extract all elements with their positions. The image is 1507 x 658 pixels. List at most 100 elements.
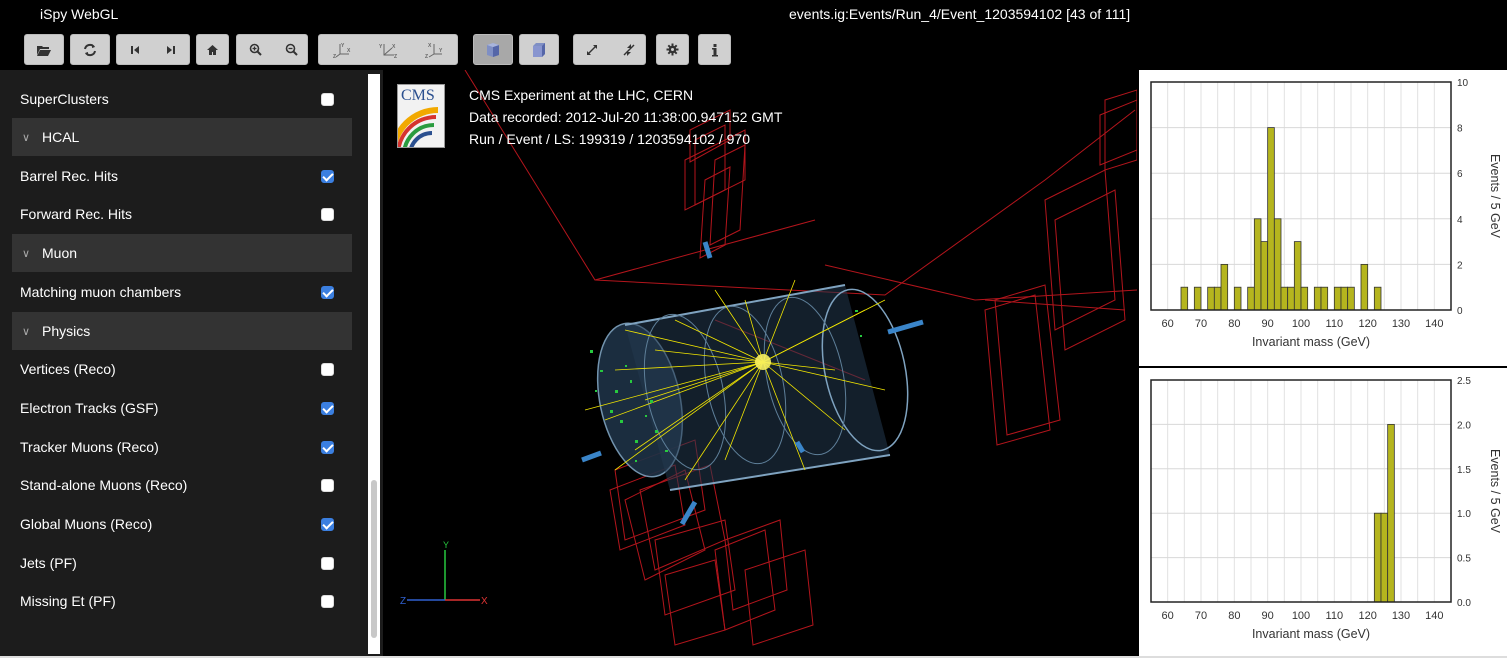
x-tick-label: 100	[1292, 318, 1310, 330]
layer-checkbox[interactable]	[321, 170, 334, 183]
layer-label: Vertices (Reco)	[20, 361, 116, 377]
axis-z-label: Z	[400, 596, 406, 607]
layer-item-electron-tracks-gsf[interactable]: Electron Tracks (GSF)	[12, 389, 352, 427]
layer-label: Forward Rec. Hits	[20, 206, 133, 222]
detector-scene: Y X Z	[400, 70, 1137, 646]
y-tick-label: 0.5	[1457, 554, 1471, 565]
layer-checkbox[interactable]	[321, 557, 334, 570]
layer-label: SuperClusters	[20, 91, 109, 107]
layer-checkbox[interactable]	[321, 518, 334, 531]
view-yz-button[interactable]: X Y Z	[411, 35, 457, 64]
y-tick-label: 2	[1457, 260, 1463, 271]
status-strip	[0, 656, 1507, 658]
cube-orthographic-icon	[533, 42, 545, 57]
histogram-bar	[1253, 218, 1262, 311]
tracks	[584, 279, 886, 481]
chevron-down-icon: ∨	[22, 247, 31, 260]
layer-checkbox[interactable]	[321, 441, 334, 454]
layer-item-vertices-reco[interactable]: Vertices (Reco)	[12, 350, 352, 388]
x-tick-label: 120	[1358, 318, 1376, 330]
y-tick-label: 6	[1457, 169, 1463, 180]
svg-text:X: X	[392, 44, 396, 50]
event-navigation	[116, 34, 190, 65]
x-tick-label: 80	[1228, 318, 1240, 330]
group-header-muon[interactable]: ∨ Muon	[12, 234, 352, 272]
folder-open-icon	[37, 45, 51, 56]
vertex-burst	[755, 354, 771, 370]
axis-y-label: Y	[443, 540, 449, 550]
layer-checkbox[interactable]	[321, 402, 334, 415]
layer-checkbox[interactable]	[321, 93, 334, 106]
layer-checkbox[interactable]	[321, 595, 334, 608]
histogram-bar	[1220, 263, 1229, 311]
zoom-controls	[236, 34, 308, 65]
layer-checkbox[interactable]	[321, 286, 334, 299]
layer-checkbox[interactable]	[321, 208, 334, 221]
zoom-in-button[interactable]	[237, 35, 273, 64]
reload-button[interactable]	[70, 34, 110, 65]
layer-item-missing-et-pf[interactable]: Missing Et (PF)	[12, 582, 352, 620]
histogram-bar	[1373, 286, 1382, 311]
zoom-out-button[interactable]	[273, 35, 309, 64]
cms-logo-text: CMS	[401, 87, 435, 104]
axes-xz-icon: YX Z	[333, 43, 351, 59]
layer-item-tracker-muons-reco[interactable]: Tracker Muons (Reco)	[12, 428, 352, 466]
x-tick-label: 120	[1358, 610, 1376, 622]
plot-frame	[1150, 379, 1452, 603]
layer-item-jets-pf[interactable]: Jets (PF)	[12, 544, 352, 582]
orthographic-button[interactable]	[519, 34, 559, 65]
layer-checkbox[interactable]	[321, 479, 334, 492]
x-tick-label: 70	[1195, 318, 1207, 330]
previous-event-button[interactable]	[117, 35, 153, 64]
x-tick-label: 130	[1392, 610, 1410, 622]
histogram-bar	[1180, 286, 1189, 311]
sidebar-scrollbar-thumb[interactable]	[371, 480, 377, 638]
histogram-bar	[1387, 424, 1395, 603]
enter-fullscreen-button[interactable]	[574, 35, 610, 64]
open-file-button[interactable]	[24, 34, 64, 65]
mass-histogram-top: 0 2 4 6 8 10 60 70 80 90 100 110 120 130 140 Invariant …	[1139, 70, 1507, 366]
svg-text:Z: Z	[425, 54, 428, 59]
histogram-bar	[1333, 286, 1342, 311]
layer-item-forward-rec-hits[interactable]: Forward Rec. Hits	[12, 195, 352, 233]
svg-text:Y: Y	[379, 44, 383, 50]
layer-label: Physics	[42, 323, 91, 339]
layer-item-matching-muon-chambers[interactable]: Matching muon chambers	[12, 273, 352, 311]
histogram-bar	[1320, 286, 1329, 311]
x-tick-label: 70	[1195, 610, 1207, 622]
tracker-cylinder	[596, 284, 909, 491]
group-header-hcal[interactable]: ∨ HCAL	[12, 118, 352, 156]
x-tick-label: 110	[1326, 318, 1344, 330]
event-title: events.ig:Events/Run_4/Event_1203594102 …	[789, 6, 1131, 22]
layer-item-global-muons-reco[interactable]: Global Muons (Reco)	[12, 505, 352, 543]
svg-text:Y: Y	[341, 43, 345, 49]
group-header-physics[interactable]: ∨ Physics	[12, 312, 352, 350]
refresh-icon	[84, 43, 96, 56]
home-view-button[interactable]	[196, 34, 229, 65]
exit-fullscreen-button[interactable]	[610, 35, 647, 64]
fullscreen-group	[573, 34, 646, 65]
perspective-button[interactable]	[473, 34, 513, 65]
step-backward-icon	[131, 45, 139, 54]
event-display-canvas[interactable]: Y X Z CMS CMS Experiment at the LHC, CER…	[385, 70, 1137, 656]
muon-segments	[581, 241, 924, 526]
next-event-button[interactable]	[153, 35, 189, 64]
axes-xy-icon: Y XZ	[379, 43, 397, 59]
x-tick-label: 140	[1425, 610, 1443, 622]
histogram-bar	[1313, 286, 1322, 311]
y-axis-label: Events / 5 GeV	[1488, 154, 1502, 239]
layer-item-superclusters[interactable]: SuperClusters	[12, 80, 352, 118]
x-tick-label: 140	[1425, 318, 1443, 330]
layer-item-stand-alone-muons-reco[interactable]: Stand-alone Muons (Reco)	[12, 466, 352, 504]
layer-checkbox[interactable]	[321, 363, 334, 376]
layer-label: Missing Et (PF)	[20, 593, 116, 609]
layer-item-barrel-rec-hits[interactable]: Barrel Rec. Hits	[12, 157, 352, 195]
svg-text:Z: Z	[333, 54, 336, 59]
info-button[interactable]	[698, 34, 731, 65]
settings-button[interactable]	[656, 34, 689, 65]
y-axis-label: Events / 5 GeV	[1488, 449, 1502, 534]
